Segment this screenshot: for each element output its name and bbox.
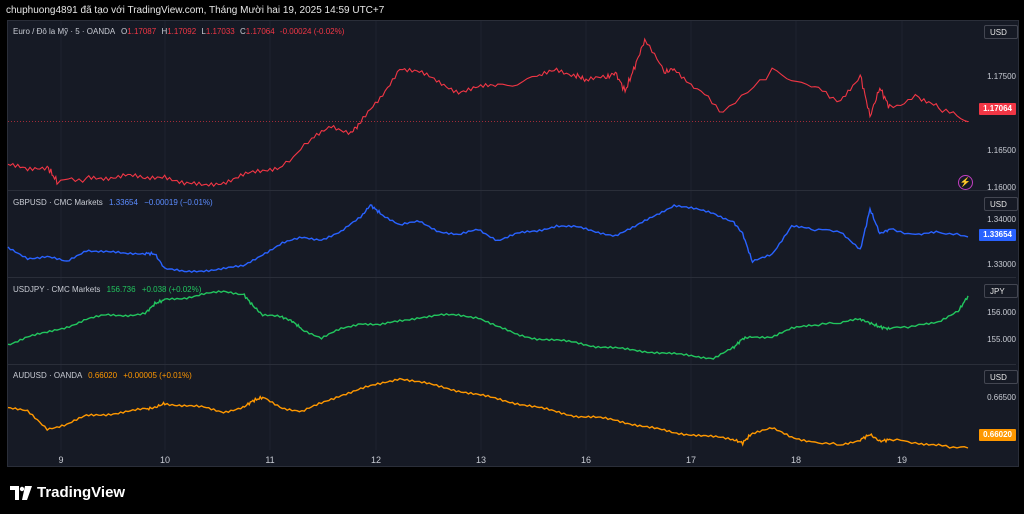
ohlc-l-label: L	[201, 27, 206, 36]
pane2-change: −0.00019 (−0.01%)	[144, 198, 213, 207]
ohlc-low: 1.17033	[205, 27, 235, 36]
x-tick-label: 9	[58, 455, 64, 465]
pane4-symbol: AUDUSD · OANDA	[13, 371, 82, 380]
x-tick-label: 16	[580, 455, 592, 465]
pane2-legend: GBPUSD · CMC Markets 1.33654 −0.00019 (−…	[13, 198, 213, 207]
pane4-tick: 0.66500	[987, 393, 1016, 402]
pane3-change: +0.038 (+0.02%)	[141, 285, 202, 294]
series-line-audusd	[7, 377, 969, 449]
pane4-currency-button[interactable]: USD	[984, 370, 1018, 384]
ohlc-c-label: C	[239, 27, 246, 36]
header-text: chuphuong4891 đã tạo với TradingView.com…	[6, 5, 385, 16]
tradingview-logo: TradingView	[10, 484, 125, 501]
pane1-currency-button[interactable]: USD	[984, 25, 1018, 39]
ohlc-change: -0.00024 (-0.02%)	[279, 27, 345, 36]
pane3-legend: USDJPY · CMC Markets 156.736 +0.038 (+0.…	[13, 285, 201, 294]
pane2-symbol: GBPUSD · CMC Markets	[13, 198, 103, 207]
chart-frame[interactable]	[7, 20, 1019, 467]
pane3-currency-button[interactable]: JPY	[984, 284, 1018, 298]
series-line-gbpusd	[7, 203, 969, 274]
pane2-last-price: 1.33654	[979, 229, 1016, 241]
pane4-legend: AUDUSD · OANDA 0.66020 +0.00005 (+0.01%)	[13, 371, 192, 380]
pane1-symbol: Euro / Đô la Mỹ · 5 · OANDA	[13, 27, 115, 36]
pane4-last-price: 0.66020	[979, 429, 1016, 441]
pane1-legend: Euro / Đô la Mỹ · 5 · OANDA O1.17087 H1.…	[13, 27, 344, 36]
grid	[60, 21, 903, 450]
ohlc-high: 1.17092	[167, 27, 197, 36]
pane3-value: 156.736	[106, 285, 136, 294]
ohlc-h-label: H	[161, 27, 168, 36]
series-line-eurusd	[7, 37, 969, 188]
x-tick-label: 13	[475, 455, 487, 465]
pane2-tick: 1.34000	[987, 215, 1016, 224]
x-tick-label: 12	[370, 455, 382, 465]
pane1-last-price: 1.17064	[979, 103, 1016, 115]
series-line-usdjpy	[7, 290, 969, 360]
pane4-change: +0.00005 (+0.01%)	[123, 371, 192, 380]
x-tick-label: 19	[896, 455, 908, 465]
pane1-tick: 1.16000	[987, 183, 1016, 192]
ohlc-o-label: O	[121, 27, 128, 36]
pane1-tick: 1.17500	[987, 72, 1016, 81]
lightning-icon[interactable]: ⚡	[958, 175, 973, 190]
pane1-tick: 1.16500	[987, 146, 1016, 155]
x-tick-label: 17	[685, 455, 697, 465]
x-tick-label: 18	[790, 455, 802, 465]
pane3-tick: 155.000	[987, 335, 1016, 344]
tradingview-logo-icon	[10, 485, 32, 500]
ohlc-open: 1.17087	[127, 27, 157, 36]
pane-separator[interactable]	[8, 277, 1016, 278]
pane4-value: 0.66020	[88, 371, 118, 380]
pane2-tick: 1.33000	[987, 260, 1016, 269]
pane-separator[interactable]	[8, 190, 1016, 191]
ohlc-close: 1.17064	[245, 27, 275, 36]
pane3-tick: 156.000	[987, 308, 1016, 317]
pane-separator[interactable]	[8, 364, 1016, 365]
pane2-value: 1.33654	[109, 198, 138, 207]
pane3-symbol: USDJPY · CMC Markets	[13, 285, 101, 294]
brand-name: TradingView	[37, 484, 126, 501]
pane2-currency-button[interactable]: USD	[984, 197, 1018, 211]
x-tick-label: 11	[265, 455, 275, 465]
x-tick-label: 10	[159, 455, 171, 465]
